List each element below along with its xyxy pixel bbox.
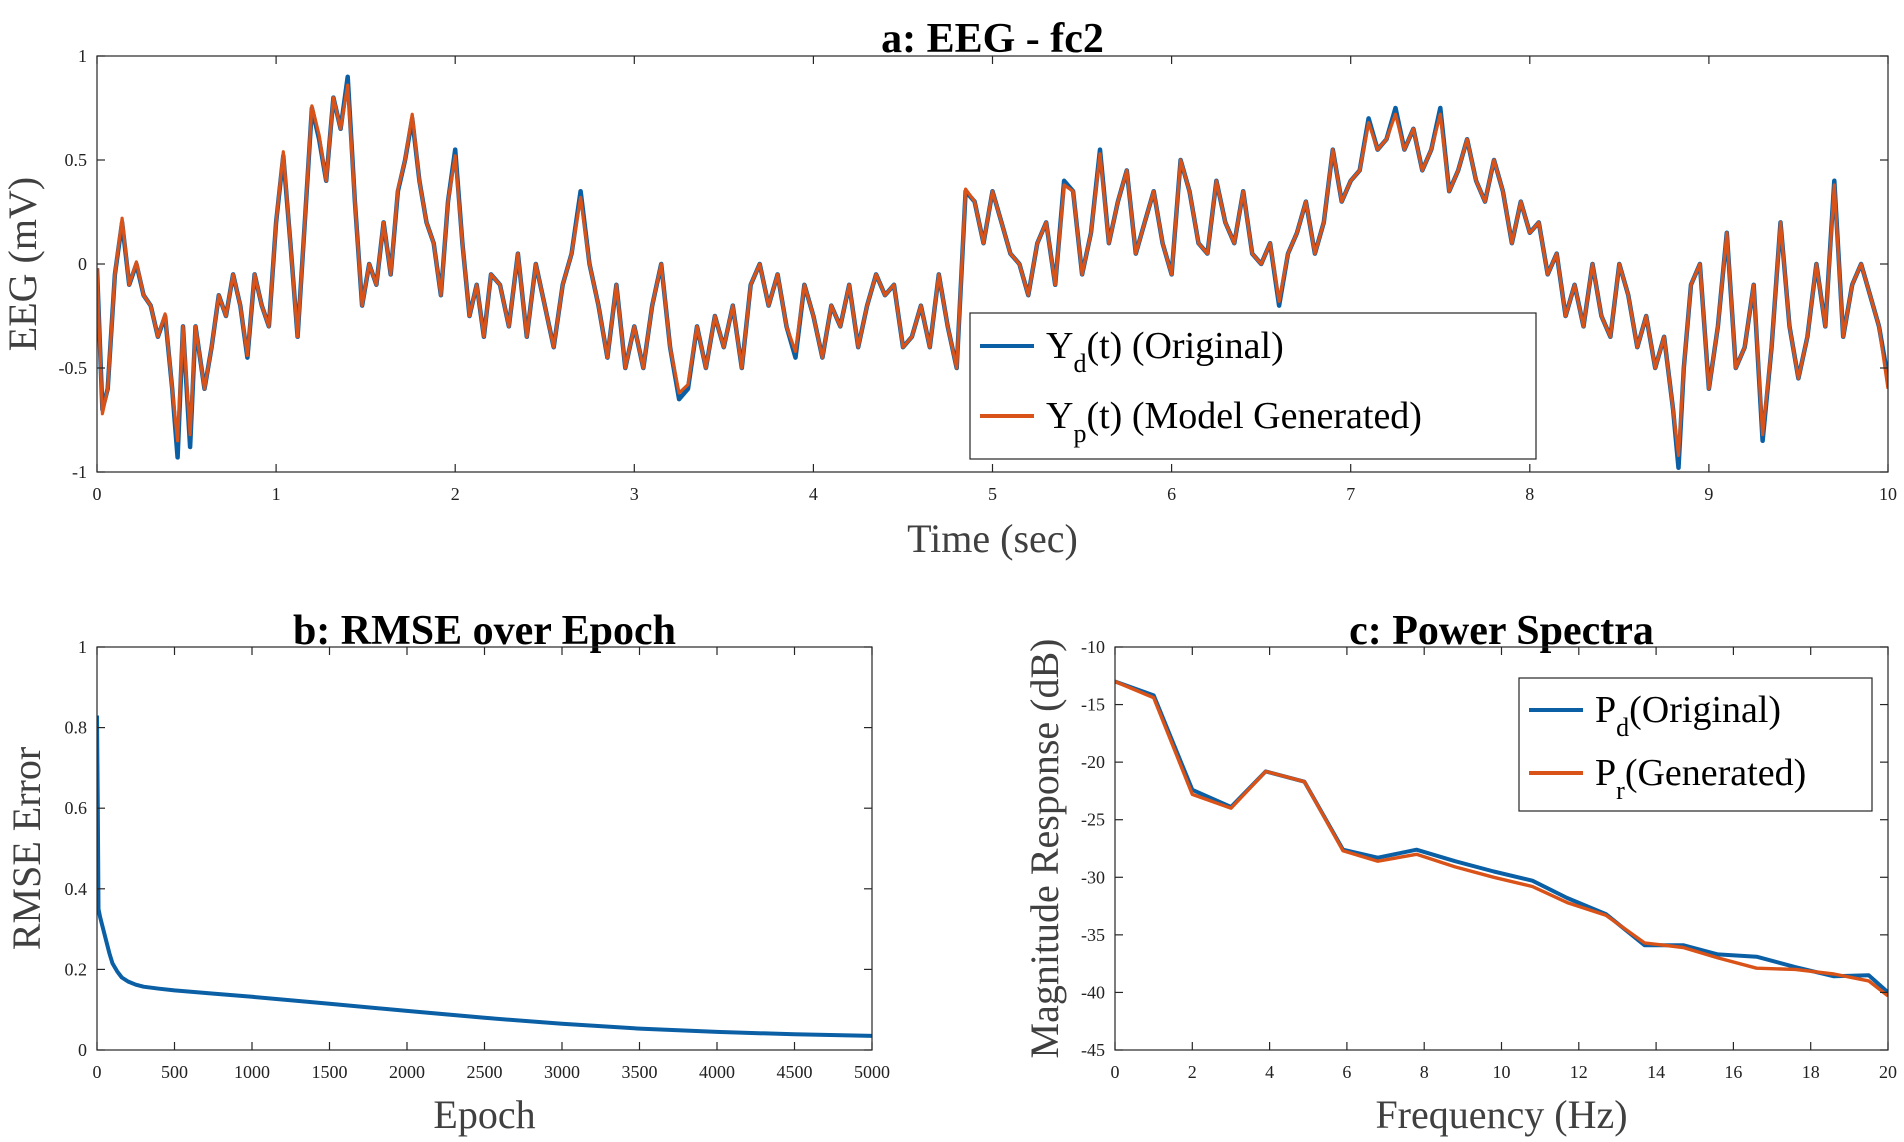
legend-box bbox=[969, 312, 1537, 460]
chart-b-ytick-label: 1 bbox=[78, 637, 87, 657]
chart-c-xtick-label: 10 bbox=[1493, 1062, 1511, 1082]
legend-box bbox=[1518, 677, 1873, 812]
chart-b-xtick-label: 2500 bbox=[467, 1062, 503, 1082]
chart-a: a: EEG - fc2 0 1 2 3 4 5 6 7 8 9 10 -1 -0.5 0 0.5 1 Time … bbox=[0, 16, 1897, 561]
chart-a-legend: Yd(t) (Original) Yp(t) (Model Generated) bbox=[969, 312, 1537, 460]
chart-c-ytick-label: -45 bbox=[1081, 1040, 1105, 1060]
legend-label-1: Pr(Generated) bbox=[1595, 752, 1806, 805]
chart-a-ytick-label: 0.5 bbox=[65, 150, 88, 170]
legend-label-1: Yp(t) (Model Generated) bbox=[1046, 395, 1422, 448]
chart-a-xtick-label: 4 bbox=[809, 484, 818, 504]
chart-b-axes-box bbox=[96, 646, 873, 1051]
chart-c-xlabel: Frequency (Hz) bbox=[1375, 1092, 1627, 1137]
chart-c-xtick-label: 0 bbox=[1111, 1062, 1120, 1082]
chart-a-title: a: EEG - fc2 bbox=[881, 16, 1104, 62]
chart-b-xtick-label: 5000 bbox=[854, 1062, 890, 1082]
chart-a-xtick-label: 9 bbox=[1704, 484, 1713, 504]
chart-a-xtick-label: 5 bbox=[988, 484, 997, 504]
chart-c-title: c: Power Spectra bbox=[1349, 608, 1654, 654]
chart-c-xtick-label: 8 bbox=[1420, 1062, 1429, 1082]
chart-c-ytick-label: -35 bbox=[1081, 925, 1105, 945]
chart-c-ytick-label: -25 bbox=[1081, 810, 1105, 830]
chart-c-series-1 bbox=[1115, 679, 1888, 998]
chart-b-xtick-label: 1500 bbox=[312, 1062, 348, 1082]
chart-b-ytick-label: 0.6 bbox=[65, 798, 88, 818]
chart-b-ytick-label: 0 bbox=[78, 1040, 87, 1060]
chart-a-ytick-label: 0 bbox=[78, 254, 87, 274]
legend-label-0: Yd(t) (Original) bbox=[1046, 325, 1284, 378]
chart-c-xtick-label: 14 bbox=[1647, 1062, 1665, 1082]
chart-a-xtick-label: 0 bbox=[93, 484, 102, 504]
chart-c-xtick-label: 4 bbox=[1265, 1062, 1274, 1082]
chart-a-ylabel: EEG (mV) bbox=[0, 177, 45, 351]
chart-b-xtick-label: 4000 bbox=[699, 1062, 735, 1082]
chart-b-title: b: RMSE over Epoch bbox=[293, 608, 676, 654]
chart-a-ytick-label: 1 bbox=[78, 46, 87, 66]
chart-b: b: RMSE over Epoch 0 500 1000 1500 2000 2500 30… bbox=[4, 608, 890, 1137]
chart-b-xtick-label: 2000 bbox=[389, 1062, 425, 1082]
chart-c: c: Power Spectra 0 2 4 6 8 10 12 14 16 18 20 -45 -40 -… bbox=[1022, 608, 1897, 1137]
chart-b-xtick-label: 3500 bbox=[622, 1062, 658, 1082]
chart-c-ytick-label: -15 bbox=[1081, 695, 1105, 715]
chart-b-ytick-label: 0.8 bbox=[65, 718, 88, 738]
legend-label-0: Pd(Original) bbox=[1595, 689, 1781, 742]
chart-c-ytick-label: -40 bbox=[1081, 982, 1105, 1002]
chart-c-ytick-label: -20 bbox=[1081, 752, 1105, 772]
chart-b-xtick-label: 1000 bbox=[234, 1062, 270, 1082]
chart-c-legend: Pd(Original) Pr(Generated) bbox=[1518, 677, 1873, 812]
chart-c-xtick-label: 12 bbox=[1570, 1062, 1588, 1082]
chart-b-ylabel: RMSE Error bbox=[4, 747, 49, 950]
chart-a-series-1 bbox=[97, 83, 1888, 457]
chart-c-ylabel: Magnitude Response (dB) bbox=[1022, 639, 1067, 1059]
chart-a-xtick-label: 2 bbox=[451, 484, 460, 504]
chart-a-xtick-label: 10 bbox=[1879, 484, 1897, 504]
chart-a-ytick-label: -0.5 bbox=[59, 358, 88, 378]
chart-c-xtick-label: 16 bbox=[1724, 1062, 1742, 1082]
chart-a-xtick-label: 6 bbox=[1167, 484, 1176, 504]
chart-b-xlabel: Epoch bbox=[433, 1092, 535, 1137]
chart-c-ytick-label: -30 bbox=[1081, 867, 1105, 887]
chart-b-ytick-label: 0.4 bbox=[65, 879, 88, 899]
chart-b-xtick-label: 3000 bbox=[544, 1062, 580, 1082]
chart-b-series-0 bbox=[97, 715, 872, 1038]
chart-b-ytick-label: 0.2 bbox=[65, 959, 88, 979]
chart-a-xtick-label: 7 bbox=[1346, 484, 1355, 504]
chart-a-xtick-label: 1 bbox=[272, 484, 281, 504]
chart-c-xtick-label: 6 bbox=[1342, 1062, 1351, 1082]
chart-c-xtick-label: 2 bbox=[1188, 1062, 1197, 1082]
chart-b-xtick-label: 500 bbox=[161, 1062, 188, 1082]
chart-a-ytick-label: -1 bbox=[72, 462, 87, 482]
chart-a-xtick-label: 3 bbox=[630, 484, 639, 504]
chart-c-xtick-label: 20 bbox=[1879, 1062, 1897, 1082]
chart-c-ytick-label: -10 bbox=[1081, 637, 1105, 657]
chart-c-xtick-label: 18 bbox=[1802, 1062, 1820, 1082]
chart-b-xtick-label: 4500 bbox=[777, 1062, 813, 1082]
chart-a-xtick-label: 8 bbox=[1525, 484, 1534, 504]
chart-b-xtick-label: 0 bbox=[93, 1062, 102, 1082]
chart-a-xlabel: Time (sec) bbox=[907, 516, 1078, 561]
